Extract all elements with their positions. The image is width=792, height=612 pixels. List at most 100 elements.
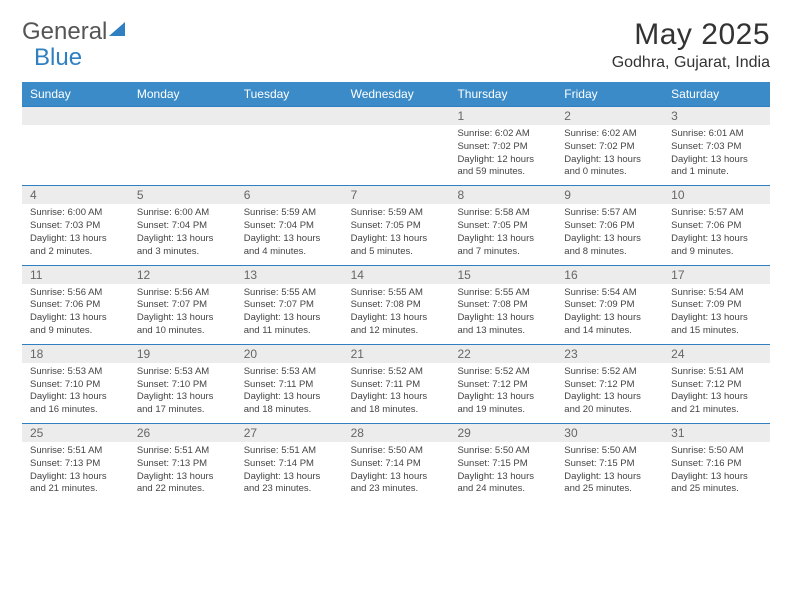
logo-text-1: General xyxy=(22,18,107,46)
sunset-text: Sunset: 7:10 PM xyxy=(137,379,228,392)
date-number: 31 xyxy=(663,423,770,442)
sunset-text: Sunset: 7:09 PM xyxy=(671,299,762,312)
sunset-text: Sunset: 7:08 PM xyxy=(457,299,548,312)
sunset-text: Sunset: 7:02 PM xyxy=(457,141,548,154)
sunset-text: Sunset: 7:14 PM xyxy=(351,458,442,471)
daylight-text: Daylight: 13 hours and 10 minutes. xyxy=(137,312,228,338)
weekday-label: Monday xyxy=(129,82,236,106)
day-cell: Sunrise: 5:57 AMSunset: 7:06 PMDaylight:… xyxy=(663,204,770,264)
sunset-text: Sunset: 7:02 PM xyxy=(564,141,655,154)
daylight-text: Daylight: 13 hours and 7 minutes. xyxy=(457,233,548,259)
daylight-text: Daylight: 13 hours and 19 minutes. xyxy=(457,391,548,417)
daylight-text: Daylight: 13 hours and 25 minutes. xyxy=(671,471,762,497)
calendar: Sunday Monday Tuesday Wednesday Thursday… xyxy=(22,82,770,502)
date-number-row: 45678910 xyxy=(22,185,770,204)
date-number: 21 xyxy=(343,344,450,363)
day-cell: Sunrise: 6:00 AMSunset: 7:04 PMDaylight:… xyxy=(129,204,236,264)
sunrise-text: Sunrise: 5:56 AM xyxy=(137,287,228,300)
sunrise-text: Sunrise: 5:53 AM xyxy=(244,366,335,379)
sunset-text: Sunset: 7:03 PM xyxy=(671,141,762,154)
sunrise-text: Sunrise: 5:55 AM xyxy=(351,287,442,300)
sunset-text: Sunset: 7:12 PM xyxy=(564,379,655,392)
daylight-text: Daylight: 13 hours and 18 minutes. xyxy=(351,391,442,417)
date-number xyxy=(236,106,343,125)
day-cell: Sunrise: 5:51 AMSunset: 7:14 PMDaylight:… xyxy=(236,442,343,502)
date-number-row: 18192021222324 xyxy=(22,344,770,363)
day-cell xyxy=(236,125,343,185)
sunrise-text: Sunrise: 5:53 AM xyxy=(137,366,228,379)
sunrise-text: Sunrise: 5:59 AM xyxy=(244,207,335,220)
sunset-text: Sunset: 7:07 PM xyxy=(137,299,228,312)
day-cell xyxy=(129,125,236,185)
day-cell: Sunrise: 5:54 AMSunset: 7:09 PMDaylight:… xyxy=(556,284,663,344)
day-cell: Sunrise: 5:50 AMSunset: 7:16 PMDaylight:… xyxy=(663,442,770,502)
date-number: 30 xyxy=(556,423,663,442)
daylight-text: Daylight: 12 hours and 59 minutes. xyxy=(457,154,548,180)
date-number-row: 11121314151617 xyxy=(22,265,770,284)
day-cell: Sunrise: 6:02 AMSunset: 7:02 PMDaylight:… xyxy=(449,125,556,185)
date-number: 13 xyxy=(236,265,343,284)
sunrise-text: Sunrise: 5:57 AM xyxy=(564,207,655,220)
day-cell: Sunrise: 6:01 AMSunset: 7:03 PMDaylight:… xyxy=(663,125,770,185)
day-cell: Sunrise: 5:52 AMSunset: 7:12 PMDaylight:… xyxy=(556,363,663,423)
daylight-text: Daylight: 13 hours and 5 minutes. xyxy=(351,233,442,259)
date-number: 20 xyxy=(236,344,343,363)
date-number: 10 xyxy=(663,185,770,204)
day-cell xyxy=(343,125,450,185)
sunrise-text: Sunrise: 5:50 AM xyxy=(671,445,762,458)
day-cell: Sunrise: 5:56 AMSunset: 7:06 PMDaylight:… xyxy=(22,284,129,344)
daylight-text: Daylight: 13 hours and 23 minutes. xyxy=(244,471,335,497)
sunrise-text: Sunrise: 5:55 AM xyxy=(244,287,335,300)
date-number: 24 xyxy=(663,344,770,363)
day-cell: Sunrise: 5:53 AMSunset: 7:11 PMDaylight:… xyxy=(236,363,343,423)
daylight-text: Daylight: 13 hours and 2 minutes. xyxy=(30,233,121,259)
month-title: May 2025 xyxy=(612,18,770,52)
day-cell: Sunrise: 5:51 AMSunset: 7:13 PMDaylight:… xyxy=(129,442,236,502)
sunset-text: Sunset: 7:16 PM xyxy=(671,458,762,471)
sunset-text: Sunset: 7:15 PM xyxy=(457,458,548,471)
sunrise-text: Sunrise: 5:53 AM xyxy=(30,366,121,379)
sunset-text: Sunset: 7:15 PM xyxy=(564,458,655,471)
date-number: 28 xyxy=(343,423,450,442)
daylight-text: Daylight: 13 hours and 1 minute. xyxy=(671,154,762,180)
daylight-text: Daylight: 13 hours and 8 minutes. xyxy=(564,233,655,259)
sunset-text: Sunset: 7:05 PM xyxy=(351,220,442,233)
week-body-row: Sunrise: 6:02 AMSunset: 7:02 PMDaylight:… xyxy=(22,125,770,185)
sunset-text: Sunset: 7:14 PM xyxy=(244,458,335,471)
weekday-label: Thursday xyxy=(449,82,556,106)
sunrise-text: Sunrise: 6:00 AM xyxy=(137,207,228,220)
daylight-text: Daylight: 13 hours and 20 minutes. xyxy=(564,391,655,417)
week-body-row: Sunrise: 5:56 AMSunset: 7:06 PMDaylight:… xyxy=(22,284,770,344)
daylight-text: Daylight: 13 hours and 22 minutes. xyxy=(137,471,228,497)
day-cell: Sunrise: 5:56 AMSunset: 7:07 PMDaylight:… xyxy=(129,284,236,344)
sunrise-text: Sunrise: 5:52 AM xyxy=(351,366,442,379)
day-cell: Sunrise: 5:53 AMSunset: 7:10 PMDaylight:… xyxy=(22,363,129,423)
week-body-row: Sunrise: 6:00 AMSunset: 7:03 PMDaylight:… xyxy=(22,204,770,264)
sunset-text: Sunset: 7:12 PM xyxy=(457,379,548,392)
date-number: 15 xyxy=(449,265,556,284)
day-cell: Sunrise: 5:52 AMSunset: 7:12 PMDaylight:… xyxy=(449,363,556,423)
date-number: 26 xyxy=(129,423,236,442)
sunrise-text: Sunrise: 6:02 AM xyxy=(457,128,548,141)
sunset-text: Sunset: 7:10 PM xyxy=(30,379,121,392)
sunset-text: Sunset: 7:09 PM xyxy=(564,299,655,312)
day-cell: Sunrise: 6:02 AMSunset: 7:02 PMDaylight:… xyxy=(556,125,663,185)
date-number: 27 xyxy=(236,423,343,442)
sunset-text: Sunset: 7:11 PM xyxy=(351,379,442,392)
daylight-text: Daylight: 13 hours and 21 minutes. xyxy=(671,391,762,417)
header: General May 2025 Godhra, Gujarat, India xyxy=(22,18,770,72)
date-number: 16 xyxy=(556,265,663,284)
date-number: 12 xyxy=(129,265,236,284)
sunrise-text: Sunrise: 5:58 AM xyxy=(457,207,548,220)
sunset-text: Sunset: 7:04 PM xyxy=(137,220,228,233)
sunrise-text: Sunrise: 6:01 AM xyxy=(671,128,762,141)
day-cell: Sunrise: 5:50 AMSunset: 7:14 PMDaylight:… xyxy=(343,442,450,502)
daylight-text: Daylight: 13 hours and 4 minutes. xyxy=(244,233,335,259)
weekday-label: Tuesday xyxy=(236,82,343,106)
sunrise-text: Sunrise: 5:54 AM xyxy=(671,287,762,300)
sunset-text: Sunset: 7:13 PM xyxy=(137,458,228,471)
date-number: 18 xyxy=(22,344,129,363)
sunset-text: Sunset: 7:04 PM xyxy=(244,220,335,233)
day-cell xyxy=(22,125,129,185)
day-cell: Sunrise: 5:54 AMSunset: 7:09 PMDaylight:… xyxy=(663,284,770,344)
